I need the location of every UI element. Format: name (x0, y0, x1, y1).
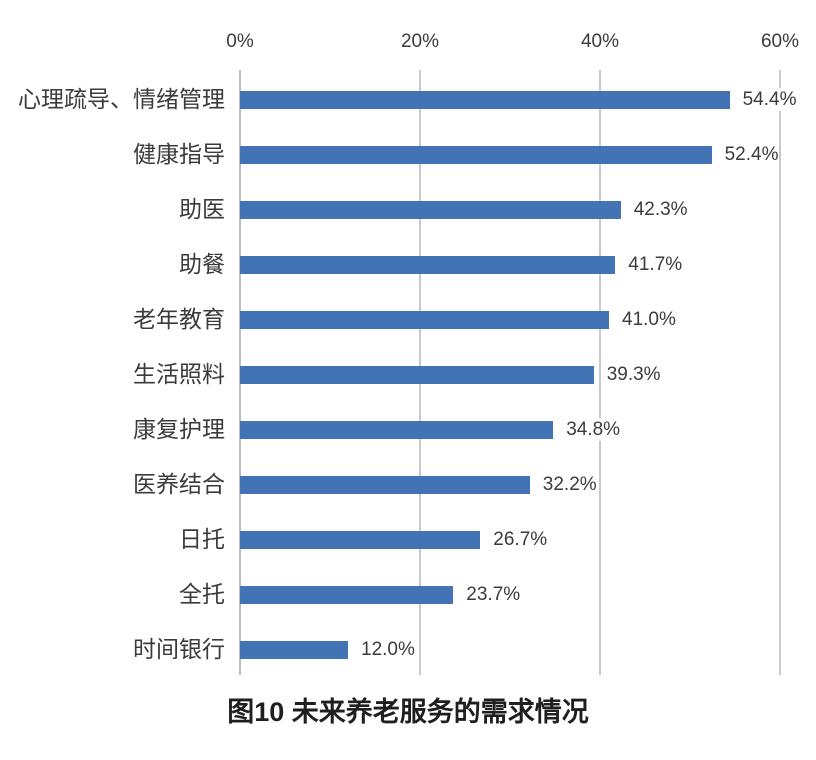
value-label: 39.3% (605, 363, 662, 386)
bar-row: 助医 42.3% (0, 182, 816, 237)
gridline-40pct (599, 70, 601, 675)
value-label: 12.0% (360, 638, 416, 661)
x-axis-tick-label-0: 0% (226, 31, 254, 52)
bar (240, 585, 454, 604)
value-label: 32.2% (541, 473, 598, 496)
value-label: 34.8% (565, 418, 622, 441)
category-label: 时间银行 (133, 635, 225, 662)
bar-row: 健康指导 52.4% (0, 127, 816, 182)
bar (240, 255, 616, 274)
bar (240, 640, 348, 659)
bar (240, 365, 594, 384)
category-label: 全托 (179, 580, 225, 607)
bar-row: 助餐 41.7% (0, 237, 816, 292)
category-label: 日托 (179, 525, 225, 552)
value-label: 42.3% (632, 198, 689, 221)
bar (240, 90, 730, 109)
value-label: 26.7% (492, 528, 549, 551)
category-label: 老年教育 (133, 305, 225, 332)
value-label: 54.4% (741, 88, 798, 111)
bar-row: 日托 26.7% (0, 512, 816, 567)
value-label: 52.4% (723, 143, 780, 166)
bar-row: 生活照料 39.3% (0, 347, 816, 402)
bar-row: 时间银行 12.0% (0, 622, 816, 677)
x-axis-tick-label-40: 40% (580, 31, 620, 52)
category-label: 生活照料 (133, 360, 225, 387)
bar-row: 老年教育 41.0% (0, 292, 816, 347)
value-label: 41.0% (621, 308, 677, 331)
category-label: 医养结合 (133, 470, 225, 497)
value-label: 41.7% (627, 253, 684, 276)
category-label: 心理疏导、情绪管理 (18, 85, 225, 112)
bar (240, 200, 621, 219)
bar-row: 医养结合 32.2% (0, 457, 816, 512)
bar (240, 530, 481, 549)
bar-row: 康复护理 34.8% (0, 402, 816, 457)
category-label: 助医 (179, 195, 225, 222)
value-label: 23.7% (465, 583, 522, 606)
gridline-60pct (779, 70, 781, 675)
bar-row: 心理疏导、情绪管理 54.4% (0, 72, 816, 127)
bar-row: 全托 23.7% (0, 567, 816, 622)
x-axis-tick-label-20: 20% (400, 31, 440, 52)
chart-title: 图10 未来养老服务的需求情况 (227, 697, 589, 727)
bar (240, 420, 554, 439)
bar (240, 310, 609, 329)
category-label: 康复护理 (133, 415, 225, 442)
category-label: 健康指导 (133, 140, 225, 167)
category-label: 助餐 (179, 250, 225, 277)
x-axis-tick-label-60: 60% (760, 31, 800, 52)
bar (240, 145, 712, 164)
bar (240, 475, 530, 494)
